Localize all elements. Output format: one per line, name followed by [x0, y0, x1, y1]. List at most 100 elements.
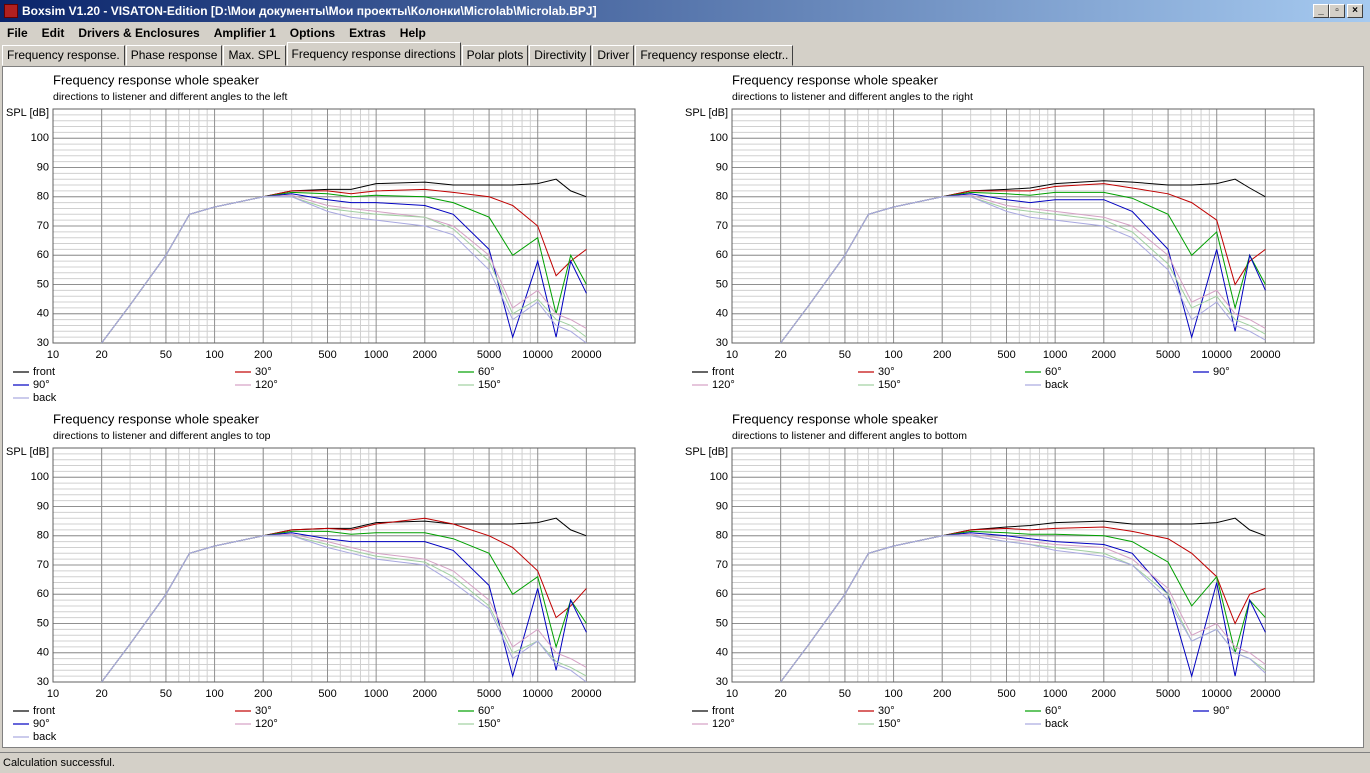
y-tick-label: 30 [37, 676, 49, 688]
x-tick-label: 20 [775, 688, 787, 700]
tab[interactable]: Phase response [125, 45, 223, 66]
series-line [101, 535, 587, 682]
menu-item[interactable]: File [7, 26, 28, 40]
minimize-button[interactable]: _ [1313, 4, 1329, 18]
x-tick-label: 1000 [1043, 349, 1067, 361]
x-tick-label: 10000 [522, 688, 553, 700]
series-line [101, 196, 587, 343]
menu-item[interactable]: Drivers & Enclosures [78, 26, 200, 40]
series-line [780, 532, 1266, 682]
chart: Frequency response whole speaker directio… [685, 72, 1315, 391]
series-line [101, 530, 587, 682]
x-tick-label: 500 [318, 688, 336, 700]
tab[interactable]: Directivity [529, 45, 592, 66]
legend-label: 30° [878, 705, 895, 717]
status-bar: Calculation successful. [0, 752, 1370, 772]
x-tick-label: 2000 [1092, 349, 1116, 361]
tab[interactable]: Frequency response electr.. [635, 45, 794, 66]
x-tick-label: 50 [160, 349, 172, 361]
x-tick-label: 200 [254, 349, 272, 361]
legend-label: back [33, 392, 57, 404]
legend-label: front [33, 705, 55, 717]
y-tick-label: 40 [37, 308, 49, 320]
x-tick-label: 200 [254, 688, 272, 700]
y-tick-label: 60 [716, 588, 728, 600]
tab[interactable]: Polar plots [461, 45, 529, 66]
x-tick-label: 50 [160, 688, 172, 700]
x-tick-label: 10 [726, 688, 738, 700]
y-tick-label: 90 [716, 500, 728, 512]
x-tick-label: 50 [839, 688, 851, 700]
series-line [101, 196, 587, 343]
legend-label: 90° [33, 718, 50, 730]
x-tick-label: 500 [318, 349, 336, 361]
chart-area: Frequency response whole speaker directio… [2, 66, 1364, 748]
menu-item[interactable]: Options [289, 26, 336, 40]
x-tick-label: 20 [96, 688, 108, 700]
y-axis-label: SPL [dB] [6, 446, 49, 458]
close-button[interactable]: × [1347, 4, 1363, 18]
series-line [101, 533, 587, 682]
x-tick-label: 20000 [1250, 688, 1281, 700]
x-tick-label: 20000 [571, 688, 602, 700]
legend-label: front [712, 705, 734, 717]
charts: Frequency response whole speaker directio… [6, 72, 1315, 743]
legend-label: 30° [878, 366, 895, 378]
legend-label: back [1045, 718, 1069, 730]
x-tick-label: 10 [47, 349, 59, 361]
x-tick-label: 10000 [1201, 688, 1232, 700]
tab[interactable]: Frequency response directions [286, 42, 461, 66]
legend-label: 120° [255, 718, 278, 730]
window-title: Boxsim V1.20 - VISATON-Edition [D:\Мои д… [22, 4, 597, 18]
x-tick-label: 1000 [364, 349, 388, 361]
x-tick-label: 100 [884, 349, 902, 361]
y-tick-label: 60 [37, 588, 49, 600]
legend-label: 60° [1045, 366, 1062, 378]
x-tick-label: 1000 [1043, 688, 1067, 700]
x-tick-label: 2000 [413, 688, 437, 700]
x-tick-label: 5000 [477, 349, 501, 361]
y-tick-label: 40 [716, 647, 728, 659]
legend-label: 150° [478, 379, 501, 391]
x-tick-label: 10000 [1201, 349, 1232, 361]
menu-item[interactable]: Extras [349, 26, 386, 40]
tab[interactable]: Driver [592, 45, 635, 66]
plot-frame [731, 447, 1315, 683]
legend-label: 120° [712, 718, 735, 730]
menu-item[interactable]: Edit [41, 26, 65, 40]
menu-bar: File Edit Drivers & Enclosures Amplifier 1 O… [0, 22, 1370, 44]
y-tick-label: 50 [37, 617, 49, 629]
plot-frame [731, 108, 1315, 344]
menu-item[interactable]: Help [399, 26, 426, 40]
y-tick-label: 30 [37, 337, 49, 349]
chart-title: Frequency response whole speaker [732, 72, 939, 87]
x-tick-label: 20 [775, 349, 787, 361]
menu-item[interactable]: Amplifier 1 [213, 26, 276, 40]
x-tick-label: 200 [933, 349, 951, 361]
y-tick-label: 50 [716, 278, 728, 290]
x-tick-label: 500 [997, 688, 1015, 700]
legend-label: 90° [1213, 705, 1230, 717]
tab[interactable]: Max. SPL [223, 45, 286, 66]
legend-label: 120° [712, 379, 735, 391]
x-tick-label: 5000 [477, 688, 501, 700]
series-line [780, 193, 1266, 343]
x-tick-label: 10 [726, 349, 738, 361]
y-tick-label: 100 [710, 132, 728, 144]
x-tick-label: 20000 [571, 349, 602, 361]
x-tick-label: 200 [933, 688, 951, 700]
legend-label: 90° [33, 379, 50, 391]
legend-label: 150° [878, 718, 901, 730]
maximize-button[interactable]: ▫ [1329, 4, 1345, 18]
legend-label: 150° [878, 379, 901, 391]
legend-label: 30° [255, 366, 272, 378]
x-tick-label: 100 [884, 688, 902, 700]
tab[interactable]: Frequency response. [2, 45, 125, 66]
y-tick-label: 30 [716, 337, 728, 349]
x-tick-label: 100 [205, 688, 223, 700]
series-line [101, 194, 587, 343]
plot-frame [52, 108, 636, 344]
chart-subtitle: directions to listener and different ang… [53, 430, 271, 442]
chart: Frequency response whole speaker directio… [6, 72, 636, 404]
